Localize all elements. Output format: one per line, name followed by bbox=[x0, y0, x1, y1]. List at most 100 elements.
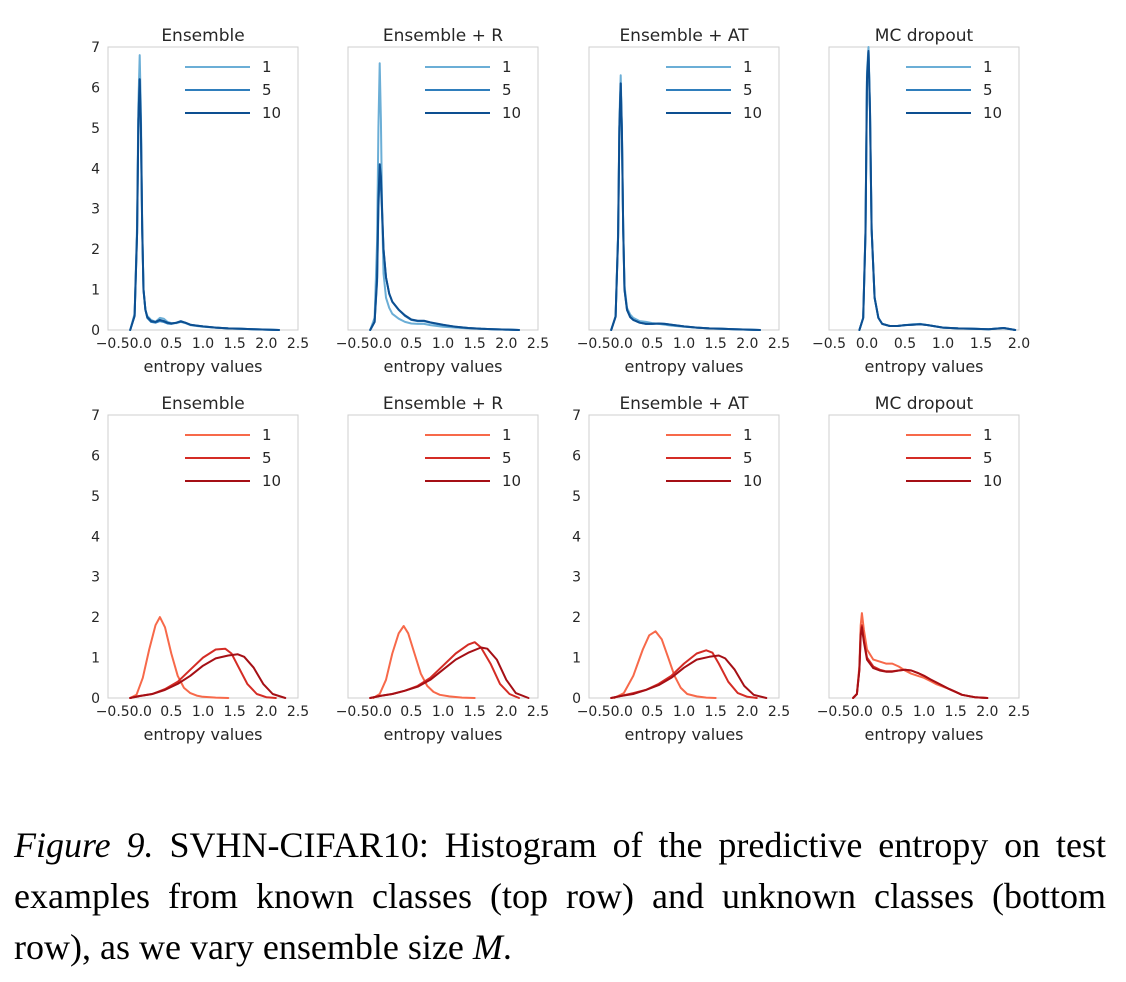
y-tick-label: 7 bbox=[572, 408, 581, 424]
subplot-title: MC dropout bbox=[875, 26, 974, 46]
legend-label-10: 10 bbox=[502, 104, 521, 122]
x-tick-label: 1.0 bbox=[673, 704, 695, 720]
subplot-title: Ensemble + AT bbox=[619, 394, 749, 414]
legend-label-1: 1 bbox=[502, 58, 512, 76]
x-tick-label: 1.5 bbox=[945, 704, 967, 720]
y-tick-label: 1 bbox=[572, 651, 581, 667]
y-tick-label: 6 bbox=[91, 80, 100, 96]
legend-label-5: 5 bbox=[983, 81, 993, 99]
x-axis-label: entropy values bbox=[383, 725, 502, 744]
y-tick-label: 4 bbox=[572, 529, 581, 545]
x-tick-label: 0.5 bbox=[881, 704, 903, 720]
series-line-1 bbox=[129, 616, 230, 699]
legend-label-1: 1 bbox=[743, 58, 753, 76]
caption-end: . bbox=[502, 927, 512, 967]
x-tick-label: 1.5 bbox=[464, 336, 486, 352]
legend-label-1: 1 bbox=[262, 58, 272, 76]
legend-label-1: 1 bbox=[502, 426, 512, 444]
x-tick-label: −0.50.0 bbox=[577, 704, 633, 720]
y-tick-label: 6 bbox=[572, 448, 581, 464]
x-tick-label: 0.5 bbox=[894, 336, 916, 352]
legend-label-5: 5 bbox=[502, 81, 512, 99]
x-axis-label: entropy values bbox=[624, 357, 743, 376]
subplot-top-1: Ensemble 0 1 2 3 4 5 6 7 −0.50.0 0.5 1.0 1.5 2.0 2.5 en… bbox=[91, 26, 309, 376]
x-tick-label: 0.5 bbox=[641, 336, 663, 352]
subplot-bottom-2: Ensemble + R −0.50.0 0.5 1.0 1.5 2.0 2.5 entrop… bbox=[336, 394, 549, 744]
x-tick-label: 2.0 bbox=[495, 336, 517, 352]
caption-label: Figure 9. bbox=[14, 825, 154, 865]
legend-label-1: 1 bbox=[743, 426, 753, 444]
legend-label-10: 10 bbox=[502, 472, 521, 490]
x-tick-label: 1.5 bbox=[705, 704, 727, 720]
legend-label-1: 1 bbox=[983, 426, 993, 444]
y-tick-label: 0 bbox=[572, 691, 581, 707]
x-tick-label: −0.50.0 bbox=[336, 704, 392, 720]
x-tick-label: 2.0 bbox=[1008, 336, 1030, 352]
y-tick-label: 5 bbox=[572, 489, 581, 505]
subplot-top-4: MC dropout −0.5 0.0 0.5 1.0 1.5 2.0 entropy val… bbox=[812, 26, 1030, 376]
x-tick-label: 1.5 bbox=[224, 704, 246, 720]
series-line-1 bbox=[372, 625, 476, 699]
legend-label-5: 5 bbox=[743, 81, 753, 99]
x-tick-label: −0.50.0 bbox=[96, 336, 152, 352]
x-tick-label: 2.0 bbox=[736, 704, 758, 720]
x-tick-label: −0.5 bbox=[812, 336, 846, 352]
series-line-10 bbox=[129, 653, 287, 699]
x-tick-label: 1.0 bbox=[932, 336, 954, 352]
x-tick-label: 2.5 bbox=[527, 336, 549, 352]
legend-label-10: 10 bbox=[743, 472, 762, 490]
y-tick-label: 0 bbox=[91, 691, 100, 707]
x-tick-label: 1.5 bbox=[464, 704, 486, 720]
x-tick-label: 1.5 bbox=[224, 336, 246, 352]
subplot-top-3: Ensemble + AT −0.50.0 0.5 1.0 1.5 2.0 2.5 entro… bbox=[577, 26, 790, 376]
x-tick-label: 0.5 bbox=[160, 704, 182, 720]
subplot-title: Ensemble bbox=[161, 26, 244, 46]
x-axis-label: entropy values bbox=[383, 357, 502, 376]
y-tick-label: 3 bbox=[91, 570, 100, 586]
subplot-bottom-4: MC dropout −0.50.0 0.5 1.0 1.5 2.0 2.5 entropy … bbox=[817, 394, 1030, 744]
caption-text: SVHN-CIFAR10: Histogram of the predictiv… bbox=[14, 825, 1106, 967]
plot-frame bbox=[828, 46, 1020, 331]
subplot-bottom-1: Ensemble 0 1 2 3 4 5 6 7 −0.50.0 0.5 1.0 1.5 2.0 2.5 en… bbox=[91, 394, 309, 744]
legend-label-5: 5 bbox=[262, 81, 272, 99]
subplot-bottom-3: Ensemble + AT 0 1 2 3 4 5 6 7 −0.50.0 0.5 1.0 1.5 2.0… bbox=[572, 394, 790, 744]
x-tick-label: 1.5 bbox=[705, 336, 727, 352]
x-tick-label: 2.5 bbox=[527, 704, 549, 720]
x-tick-label: 2.5 bbox=[768, 704, 790, 720]
y-tick-label: 6 bbox=[91, 448, 100, 464]
series-line-10 bbox=[610, 82, 761, 331]
x-tick-label: 1.5 bbox=[970, 336, 992, 352]
subplot-top-2: Ensemble + R −0.50.0 0.5 1.0 1.5 2.0 2.5 entrop… bbox=[336, 26, 549, 376]
x-tick-label: −0.50.0 bbox=[96, 704, 152, 720]
x-tick-label: 2.0 bbox=[255, 336, 277, 352]
y-tick-label: 2 bbox=[572, 610, 581, 626]
x-tick-label: 0.5 bbox=[641, 704, 663, 720]
x-tick-label: 2.0 bbox=[495, 704, 517, 720]
subplot-title: Ensemble + R bbox=[383, 394, 503, 414]
y-tick-label: 3 bbox=[91, 202, 100, 218]
x-tick-label: 2.5 bbox=[768, 336, 790, 352]
caption-variable: M bbox=[472, 927, 503, 967]
y-tick-label: 7 bbox=[91, 40, 100, 56]
x-tick-label: −0.50.0 bbox=[336, 336, 392, 352]
x-tick-label: 1.0 bbox=[432, 704, 454, 720]
legend-label-10: 10 bbox=[983, 104, 1002, 122]
x-tick-label: 0.5 bbox=[400, 336, 422, 352]
legend-label-10: 10 bbox=[262, 472, 281, 490]
legend-label-1: 1 bbox=[983, 58, 993, 76]
series-line-10 bbox=[369, 163, 520, 331]
legend-label-5: 5 bbox=[743, 449, 753, 467]
y-tick-label: 1 bbox=[91, 651, 100, 667]
subplot-title: MC dropout bbox=[875, 394, 974, 414]
y-tick-label: 7 bbox=[91, 408, 100, 424]
x-tick-label: 2.0 bbox=[736, 336, 758, 352]
x-tick-label: 2.5 bbox=[287, 704, 309, 720]
series-line-10 bbox=[610, 654, 768, 699]
subplot-title: Ensemble + R bbox=[383, 26, 503, 46]
x-tick-label: 2.0 bbox=[976, 704, 998, 720]
